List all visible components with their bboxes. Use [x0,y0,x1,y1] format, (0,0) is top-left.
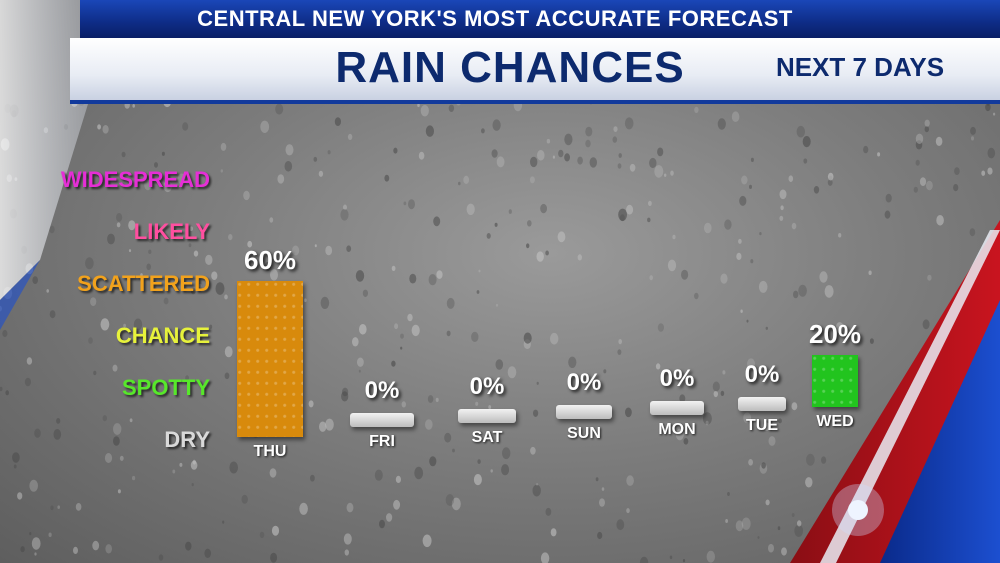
bar-tue [738,397,786,411]
x-label-sun: SUN [567,425,601,442]
page-subtitle: NEXT 7 DAYS [775,52,945,82]
x-label-thu: THU [253,443,287,460]
value-label-sun: 0% [566,369,602,396]
bar-thu [237,281,303,437]
bar-fri [350,413,414,427]
header-title-band [70,38,1000,104]
y-level-likely: LIKELY [133,219,210,244]
bar-sun [556,405,612,419]
header-top-text: CENTRAL NEW YORK'S MOST ACCURATE FORECAS… [197,6,793,31]
value-label-wed: 20% [808,319,862,349]
y-level-widespread: WIDESPREAD [60,167,210,192]
x-label-mon: MON [658,421,696,438]
header-top-band [80,0,1000,38]
x-label-wed: WED [816,413,854,430]
bar-sat [458,409,516,423]
y-level-chance: CHANCE [115,323,210,348]
x-label-tue: TUE [746,417,778,434]
x-label-sat: SAT [471,429,503,446]
y-level-dry: DRY [164,427,210,452]
value-label-mon: 0% [659,365,695,392]
bar-mon [650,401,704,415]
bar-wed [812,355,858,407]
y-level-spotty: SPOTTY [121,375,210,400]
value-label-fri: 0% [364,377,400,404]
x-label-fri: FRI [369,433,395,450]
value-label-sat: 0% [469,373,505,400]
value-label-thu: 60% [243,245,297,275]
y-level-scattered: SCATTERED [77,271,210,296]
page-title: RAIN CHANCES [335,43,685,92]
value-label-tue: 0% [744,361,780,388]
